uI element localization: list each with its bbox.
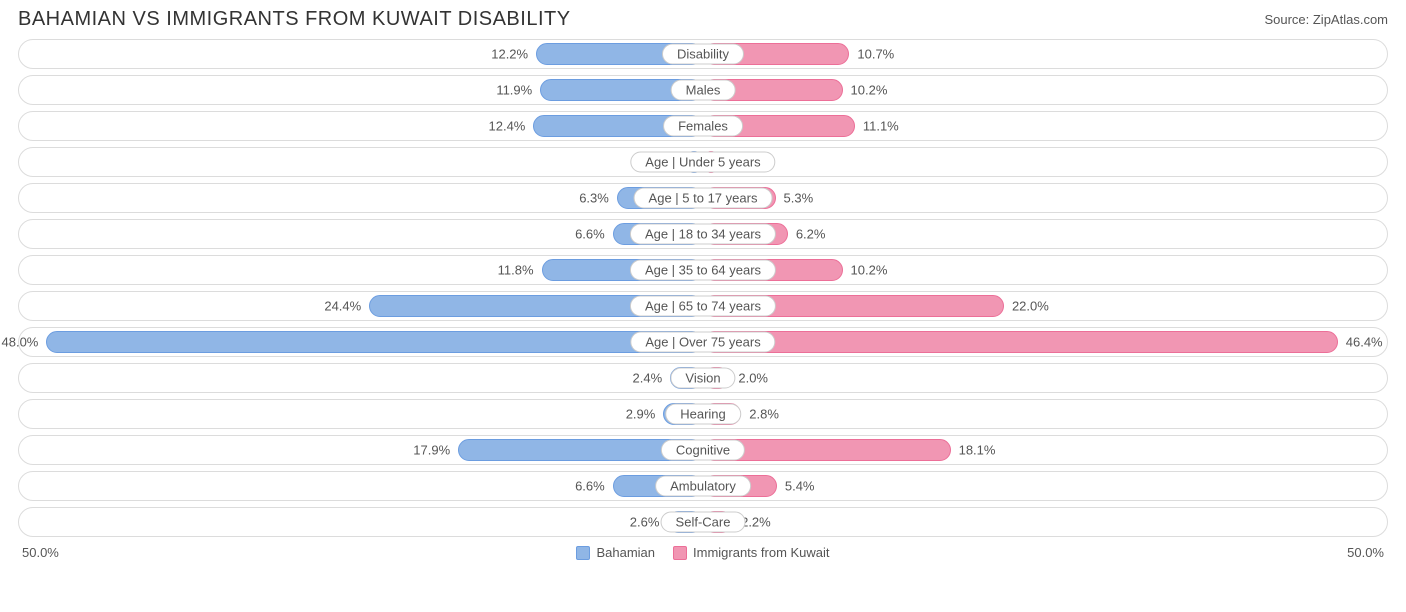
category-label: Age | 18 to 34 years: [630, 224, 776, 245]
chart-row: 6.6% 5.4% Ambulatory: [18, 471, 1388, 501]
value-label-left: 17.9%: [413, 443, 450, 458]
value-label-left: 2.9%: [626, 407, 656, 422]
chart-row: 11.9% 10.2% Males: [18, 75, 1388, 105]
source-attribution: Source: ZipAtlas.com: [1264, 12, 1388, 27]
value-label-right: 10.2%: [851, 83, 888, 98]
chart-row: 2.9% 2.8% Hearing: [18, 399, 1388, 429]
value-label-right: 11.1%: [863, 119, 899, 134]
axis-max-right: 50.0%: [1347, 545, 1384, 560]
chart-row: 17.9% 18.1% Cognitive: [18, 435, 1388, 465]
category-label: Vision: [670, 368, 735, 389]
legend-swatch-right: [673, 546, 687, 560]
value-label-right: 46.4%: [1346, 335, 1383, 350]
category-label: Ambulatory: [655, 476, 751, 497]
value-label-right: 6.2%: [796, 227, 826, 242]
category-label: Disability: [662, 44, 744, 65]
value-label-left: 11.8%: [498, 263, 534, 278]
chart-row: 12.4% 11.1% Females: [18, 111, 1388, 141]
category-label: Age | 65 to 74 years: [630, 296, 776, 317]
value-label-left: 12.4%: [489, 119, 526, 134]
legend-label-left: Bahamian: [596, 545, 655, 560]
chart-row: 11.8% 10.2% Age | 35 to 64 years: [18, 255, 1388, 285]
value-label-right: 18.1%: [959, 443, 996, 458]
value-label-right: 5.3%: [784, 191, 814, 206]
chart-row: 6.3% 5.3% Age | 5 to 17 years: [18, 183, 1388, 213]
chart-row: 24.4% 22.0% Age | 65 to 74 years: [18, 291, 1388, 321]
value-label-left: 6.6%: [575, 479, 605, 494]
legend-item-left: Bahamian: [576, 545, 655, 560]
category-label: Females: [663, 116, 743, 137]
category-label: Self-Care: [661, 512, 746, 533]
category-label: Age | Over 75 years: [630, 332, 775, 353]
category-label: Age | 35 to 64 years: [630, 260, 776, 281]
chart-row: 1.3%1.2%Age | Under 5 years: [18, 147, 1388, 177]
chart-row: 2.6% 2.2%Self-Care: [18, 507, 1388, 537]
category-label: Males: [671, 80, 736, 101]
value-label-left: 6.3%: [579, 191, 609, 206]
category-label: Age | 5 to 17 years: [634, 188, 773, 209]
chart-row: 12.2% 10.7% Disability: [18, 39, 1388, 69]
chart-row: 6.6% 6.2% Age | 18 to 34 years: [18, 219, 1388, 249]
value-label-right: 2.0%: [738, 371, 768, 386]
bar-left: [46, 331, 703, 353]
value-label-left: 12.2%: [491, 47, 528, 62]
legend-label-right: Immigrants from Kuwait: [693, 545, 830, 560]
value-label-left: 6.6%: [575, 227, 605, 242]
value-label-right: 10.2%: [851, 263, 888, 278]
axis-max-left: 50.0%: [22, 545, 59, 560]
value-label-right: 2.8%: [749, 407, 779, 422]
bar-right: [703, 331, 1338, 353]
value-label-left: 2.4%: [633, 371, 663, 386]
value-label-right: 2.2%: [741, 515, 771, 530]
value-label-right: 10.7%: [857, 47, 894, 62]
chart-title: BAHAMIAN VS IMMIGRANTS FROM KUWAIT DISAB…: [18, 8, 571, 31]
value-label-left: 24.4%: [324, 299, 361, 314]
chart-row: 2.4% 2.0%Vision: [18, 363, 1388, 393]
category-label: Hearing: [665, 404, 741, 425]
value-label-left: 2.6%: [630, 515, 660, 530]
value-label-left: 48.0%: [2, 335, 39, 350]
chart-row: 48.0%46.4%Age | Over 75 years: [18, 327, 1388, 357]
value-label-right: 5.4%: [785, 479, 815, 494]
legend: Bahamian Immigrants from Kuwait: [576, 545, 829, 560]
value-label-right: 22.0%: [1012, 299, 1049, 314]
chart-area: 12.2% 10.7% Disability 11.9% 10.2% Males 12.4%…: [0, 35, 1406, 537]
category-label: Cognitive: [661, 440, 745, 461]
value-label-left: 11.9%: [496, 83, 532, 98]
category-label: Age | Under 5 years: [630, 152, 775, 173]
legend-item-right: Immigrants from Kuwait: [673, 545, 830, 560]
legend-swatch-left: [576, 546, 590, 560]
